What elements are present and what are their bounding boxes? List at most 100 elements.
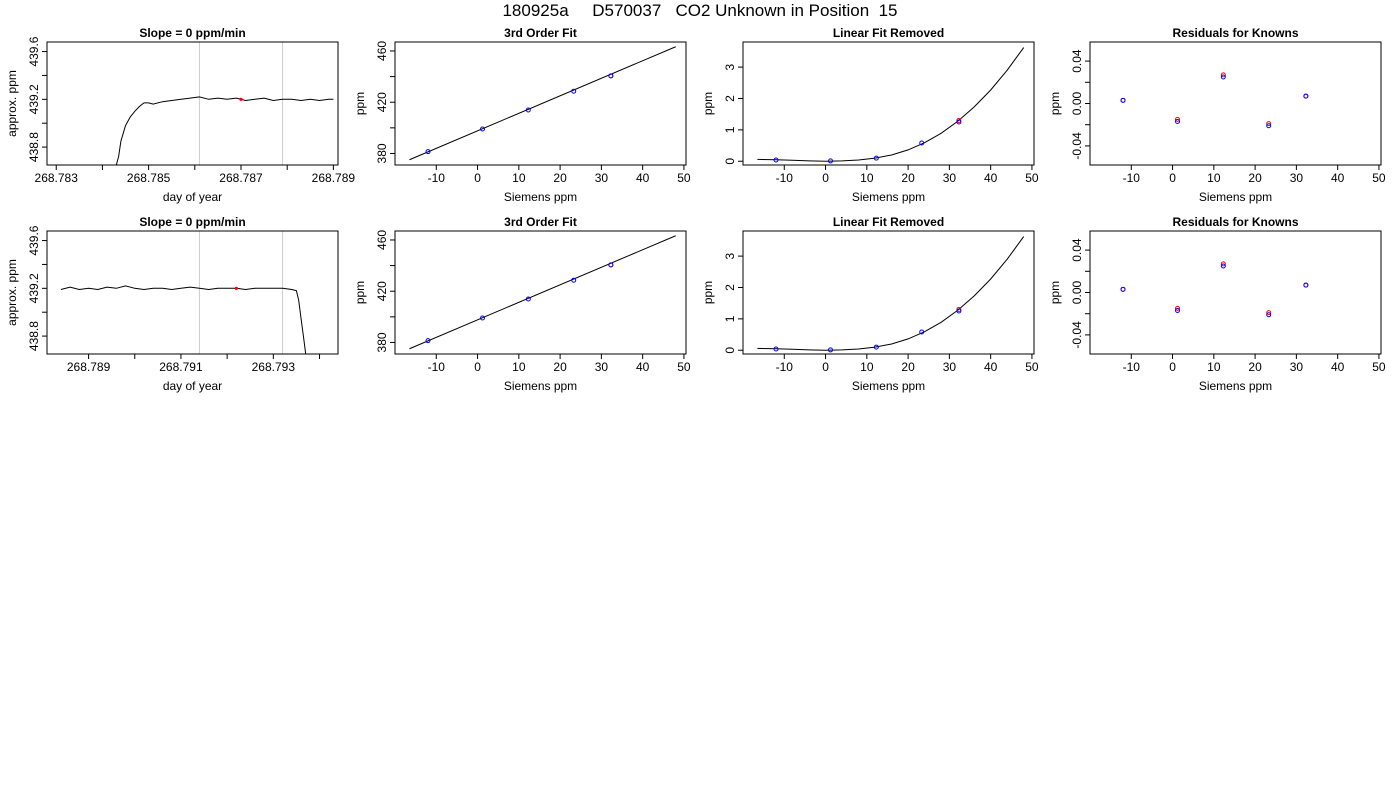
chart-title: Linear Fit Removed [833, 26, 944, 40]
y-tick-label: 2 [723, 284, 737, 291]
data-point [873, 155, 879, 161]
chart-title: 3rd Order Fit [504, 26, 577, 40]
y-tick-label: 420 [375, 281, 389, 301]
y-axis-label: ppm [353, 281, 367, 304]
data-point [1220, 72, 1226, 78]
x-tick-label: 268.789 [312, 171, 356, 185]
y-tick-label: 0 [723, 347, 737, 354]
y-tick-label: 0 [723, 158, 737, 165]
plot-area [1120, 261, 1309, 318]
x-tick-label: 30 [943, 171, 957, 185]
x-tick-label: 50 [1025, 360, 1039, 374]
series-line [115, 96, 334, 165]
data-point [1220, 261, 1226, 267]
fit-curve [757, 47, 1025, 162]
data-point [1266, 310, 1272, 316]
y-tick-label: 439.6 [27, 225, 41, 255]
data-point [1303, 93, 1309, 99]
y-tick-label: 380 [375, 332, 389, 352]
x-tick-label: 20 [901, 360, 915, 374]
x-tick-label: 40 [984, 360, 998, 374]
x-tick-label: 10 [512, 171, 526, 185]
plot-frame [1089, 230, 1382, 355]
plot-area [409, 46, 676, 161]
x-tick-label: 268.785 [127, 171, 171, 185]
data-point [773, 346, 779, 352]
y-axis-label: ppm [353, 92, 367, 115]
y-tick-label: 439.2 [27, 84, 41, 114]
x-tick-label: 50 [677, 171, 691, 185]
x-tick-label: 20 [1248, 360, 1262, 374]
y-axis-label: ppm [1048, 92, 1062, 115]
data-point [1266, 312, 1272, 318]
y-tick-label: 0.04 [1070, 238, 1084, 262]
x-tick-label: -10 [428, 171, 446, 185]
fit-line [409, 46, 676, 161]
plot-frame [394, 230, 687, 355]
x-tick-label: 10 [1207, 171, 1221, 185]
plot-area [60, 231, 307, 354]
x-axis-label: Siemens ppm [852, 379, 925, 393]
x-axis-label: day of year [163, 379, 222, 393]
x-tick-label: -10 [776, 171, 794, 185]
x-tick-label: 20 [1248, 171, 1262, 185]
plot-frame [394, 41, 687, 166]
plot-frame [46, 41, 339, 166]
x-tick-label: 20 [901, 171, 915, 185]
data-point [1120, 97, 1126, 103]
data-point [828, 347, 834, 353]
fit-line [409, 235, 676, 350]
x-tick-label: 50 [1372, 171, 1386, 185]
x-tick-label: 10 [1207, 360, 1221, 374]
data-point [1220, 74, 1226, 80]
data-point [1175, 305, 1181, 311]
y-tick-label: -0.04 [1070, 321, 1084, 349]
data-point [571, 277, 577, 283]
data-point [234, 286, 238, 290]
x-tick-label: 50 [677, 360, 691, 374]
y-tick-label: -0.04 [1070, 132, 1084, 160]
x-tick-label: -10 [428, 360, 446, 374]
x-tick-label: 0 [1169, 171, 1176, 185]
y-tick-label: 460 [375, 41, 389, 61]
data-point [525, 107, 531, 113]
x-axis-label: Siemens ppm [1199, 190, 1272, 204]
data-point [480, 126, 486, 132]
data-point [571, 88, 577, 94]
x-tick-label: 0 [1169, 360, 1176, 374]
chart-panel-6: 3rd Order Fit -10 0 10 20 30 40 50 380 420 460 Siem… [353, 215, 691, 393]
x-tick-label: 0 [822, 171, 829, 185]
data-point [480, 315, 486, 321]
y-axis-label: ppm [1048, 281, 1062, 304]
x-tick-label: 268.791 [159, 360, 203, 374]
plot-area [115, 42, 334, 165]
x-tick-label: 40 [1331, 171, 1345, 185]
y-axis-label: approx. ppm [5, 70, 19, 137]
chart-panel-5: Slope = 0 ppm/min 268.789 268.791 268.793 43… [5, 215, 339, 393]
chart-panel-3: Linear Fit Removed -10 0 10 20 30 40 50 0 1 2 3 Siem… [701, 26, 1039, 204]
x-tick-label: 40 [984, 171, 998, 185]
chart-title: 3rd Order Fit [504, 215, 577, 229]
x-tick-label: 50 [1025, 171, 1039, 185]
chart-panel-4: Residuals for Knowns -10 0 10 20 30 40 50 -0.04 0… [1048, 26, 1386, 204]
data-point [956, 119, 962, 125]
data-point [608, 262, 614, 268]
data-point [956, 117, 962, 123]
chart-title: Linear Fit Removed [833, 215, 944, 229]
data-point [956, 308, 962, 314]
x-axis-label: Siemens ppm [504, 190, 577, 204]
y-tick-label: 460 [375, 230, 389, 250]
x-tick-label: 10 [860, 171, 874, 185]
x-tick-label: 20 [553, 171, 567, 185]
x-tick-label: 268.783 [35, 171, 79, 185]
data-point [425, 149, 431, 155]
data-point [828, 158, 834, 164]
y-tick-label: 438.8 [27, 132, 41, 162]
x-tick-label: -10 [776, 360, 794, 374]
x-tick-label: -10 [1123, 360, 1141, 374]
y-axis-label: ppm [701, 92, 715, 115]
plot-frame [1089, 41, 1382, 166]
data-point [1266, 123, 1272, 129]
series-line [60, 285, 307, 354]
